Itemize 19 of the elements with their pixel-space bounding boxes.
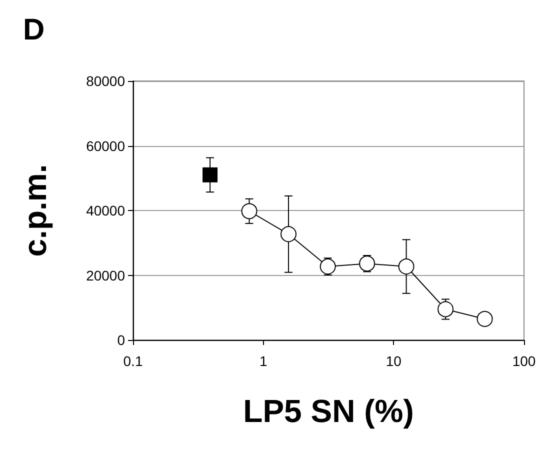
point [280, 226, 297, 242]
point [398, 258, 414, 275]
y-tick-label: 80000 [86, 73, 126, 89]
y-tick-label: 40000 [86, 202, 126, 218]
point [359, 256, 376, 272]
x-tick-label: 10 [386, 353, 402, 369]
point [320, 258, 336, 275]
y-axis-title: c.p.m. [17, 164, 53, 257]
point [438, 301, 454, 318]
y-tick-label: 60000 [86, 138, 126, 154]
x-tick-label: 1 [259, 353, 268, 369]
x-axis-title: LP5 SN (%) [243, 393, 414, 429]
point [476, 310, 493, 327]
y-tick-label: 0 [117, 332, 126, 348]
x-tick-label: 0.1 [123, 353, 143, 369]
chart-title: D [23, 14, 45, 46]
point [241, 203, 258, 220]
x-tick-label: 100 [512, 353, 536, 369]
y-tick-label: 20000 [86, 267, 126, 284]
